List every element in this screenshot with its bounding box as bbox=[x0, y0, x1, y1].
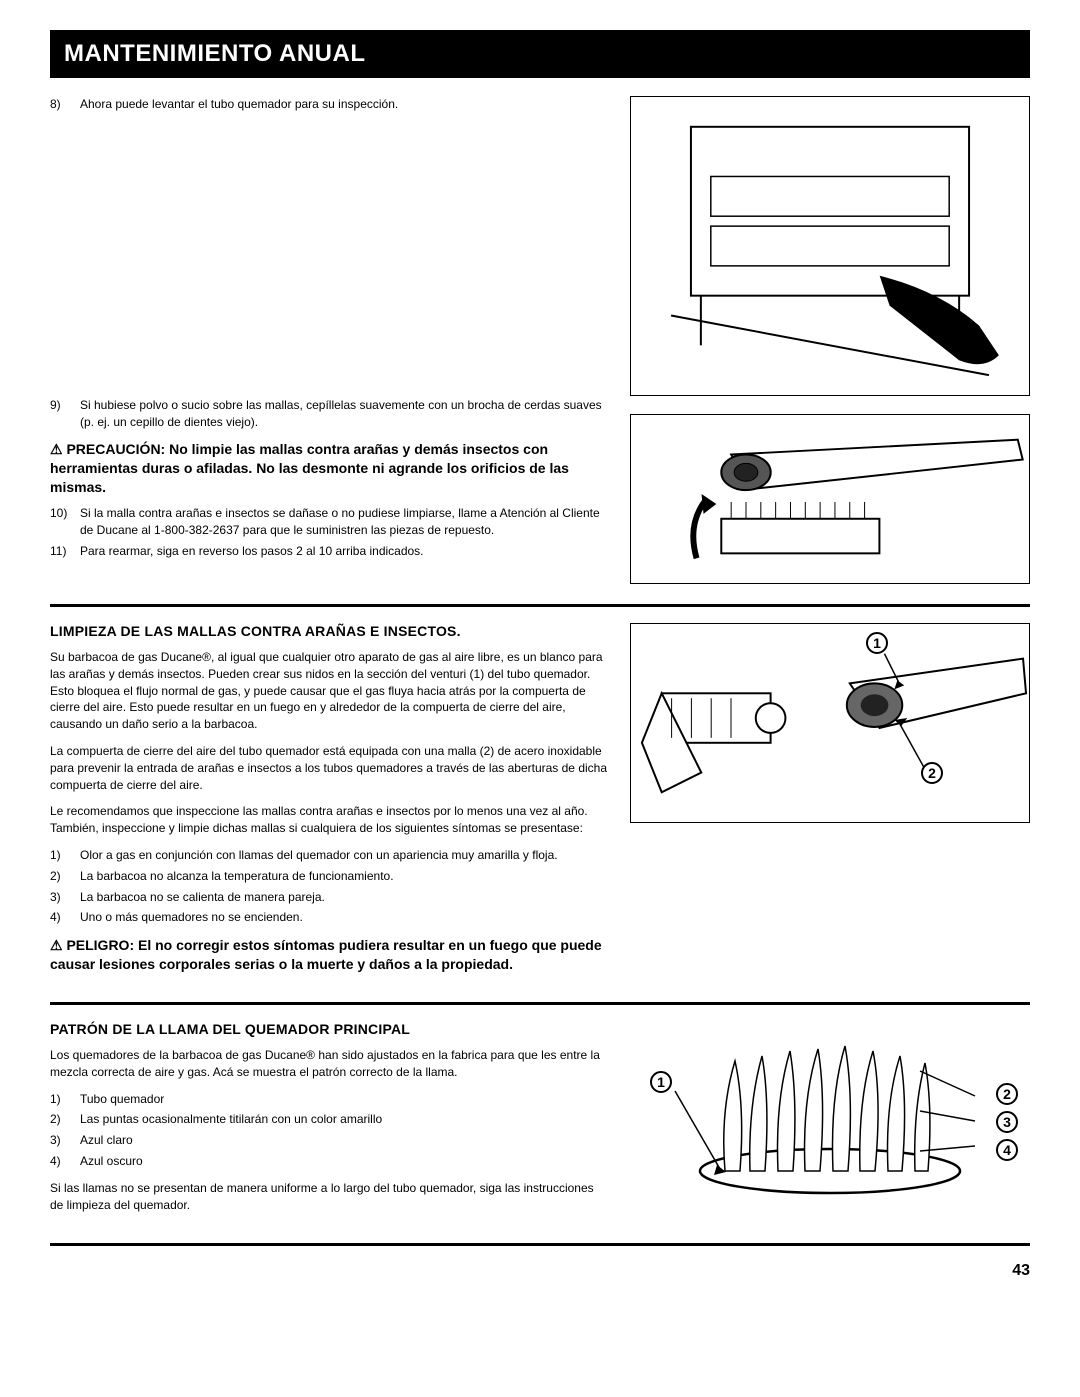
header-bar: MANTENIMIENTO ANUAL bbox=[50, 30, 1030, 78]
legend-list: 1) Tubo quemador 2) Las puntas ocasional… bbox=[50, 1091, 610, 1170]
section-heading: LIMPIEZA DE LAS MALLAS CONTRA ARAÑAS E I… bbox=[50, 623, 610, 639]
list-item: 9) Si hubiese polvo o sucio sobre las ma… bbox=[50, 397, 610, 431]
manual-page: MANTENIMIENTO ANUAL 8) Ahora puede levan… bbox=[0, 0, 1080, 1320]
section-divider bbox=[50, 604, 1030, 607]
step-text: Para rearmar, siga en reverso los pasos … bbox=[80, 543, 610, 560]
section-annual-maintenance: 8) Ahora puede levantar el tubo quemador… bbox=[50, 96, 1030, 584]
step-number: 2) bbox=[50, 1111, 80, 1128]
left-column: LIMPIEZA DE LAS MALLAS CONTRA ARAÑAS E I… bbox=[50, 623, 610, 982]
grill-inspection-illustration bbox=[630, 96, 1030, 396]
list-item: 2) Las puntas ocasionalmente titilarán c… bbox=[50, 1111, 610, 1128]
brush-cleaning-illustration bbox=[630, 414, 1030, 584]
paragraph: Le recomendamos que inspeccione las mall… bbox=[50, 803, 610, 837]
step-text: Olor a gas en conjunción con llamas del … bbox=[80, 847, 610, 864]
step-text: La barbacoa no alcanza la temperatura de… bbox=[80, 868, 610, 885]
step-number: 2) bbox=[50, 868, 80, 885]
page-number: 43 bbox=[50, 1262, 1030, 1280]
footer-divider bbox=[50, 1243, 1030, 1246]
step-number: 9) bbox=[50, 397, 80, 431]
section-spider-screens: LIMPIEZA DE LAS MALLAS CONTRA ARAÑAS E I… bbox=[50, 623, 1030, 982]
section-heading: PATRÓN DE LA LLAMA DEL QUEMADOR PRINCIPA… bbox=[50, 1021, 610, 1037]
step-number: 4) bbox=[50, 1153, 80, 1170]
step-text: Si hubiese polvo o sucio sobre las malla… bbox=[80, 397, 610, 431]
callout-1: 1 bbox=[866, 632, 888, 654]
paragraph: Su barbacoa de gas Ducane®, al igual que… bbox=[50, 649, 610, 733]
step-list: 9) Si hubiese polvo o sucio sobre las ma… bbox=[50, 397, 610, 431]
list-item: 2) La barbacoa no alcanza la temperatura… bbox=[50, 868, 610, 885]
list-item: 4) Azul oscuro bbox=[50, 1153, 610, 1170]
list-item: 8) Ahora puede levantar el tubo quemador… bbox=[50, 96, 610, 113]
paragraph: Si las llamas no se presentan de manera … bbox=[50, 1180, 610, 1214]
step-number: 1) bbox=[50, 1091, 80, 1108]
step-text: Las puntas ocasionalmente titilarán con … bbox=[80, 1111, 610, 1128]
step-text: Uno o más quemadores no se encienden. bbox=[80, 909, 610, 926]
step-text: Si la malla contra arañas e insectos se … bbox=[80, 505, 610, 539]
list-item: 1) Tubo quemador bbox=[50, 1091, 610, 1108]
list-item: 10) Si la malla contra arañas e insectos… bbox=[50, 505, 610, 539]
danger-warning: ⚠ PELIGRO: El no corregir estos síntomas… bbox=[50, 936, 610, 974]
list-item: 4) Uno o más quemadores no se encienden. bbox=[50, 909, 610, 926]
page-title: MANTENIMIENTO ANUAL bbox=[64, 40, 1016, 68]
step-list: 8) Ahora puede levantar el tubo quemador… bbox=[50, 96, 610, 113]
list-item: 11) Para rearmar, siga en reverso los pa… bbox=[50, 543, 610, 560]
left-column: PATRÓN DE LA LLAMA DEL QUEMADOR PRINCIPA… bbox=[50, 1021, 610, 1223]
left-column: 8) Ahora puede levantar el tubo quemador… bbox=[50, 96, 610, 584]
flame-pattern-illustration: 1 2 3 4 bbox=[630, 1021, 1030, 1211]
right-column: 1 2 3 4 bbox=[630, 1021, 1030, 1223]
step-text: Ahora puede levantar el tubo quemador pa… bbox=[80, 96, 610, 113]
list-item: 3) Azul claro bbox=[50, 1132, 610, 1149]
callout-2: 2 bbox=[996, 1083, 1018, 1105]
list-item: 3) La barbacoa no se calienta de manera … bbox=[50, 889, 610, 906]
step-text: La barbacoa no se calienta de manera par… bbox=[80, 889, 610, 906]
step-text: Tubo quemador bbox=[80, 1091, 610, 1108]
step-text: Azul oscuro bbox=[80, 1153, 610, 1170]
caution-warning: ⚠ PRECAUCIÓN: No limpie las mallas contr… bbox=[50, 440, 610, 497]
callout-2: 2 bbox=[921, 762, 943, 784]
step-number: 1) bbox=[50, 847, 80, 864]
venturi-tube-illustration: 1 2 bbox=[630, 623, 1030, 823]
section-divider bbox=[50, 1002, 1030, 1005]
callout-1: 1 bbox=[650, 1071, 672, 1093]
right-column bbox=[630, 96, 1030, 584]
right-column: 1 2 bbox=[630, 623, 1030, 982]
step-text: Azul claro bbox=[80, 1132, 610, 1149]
step-list: 10) Si la malla contra arañas e insectos… bbox=[50, 505, 610, 559]
step-number: 10) bbox=[50, 505, 80, 539]
paragraph: Los quemadores de la barbacoa de gas Duc… bbox=[50, 1047, 610, 1081]
step-number: 8) bbox=[50, 96, 80, 113]
step-number: 11) bbox=[50, 543, 80, 560]
step-number: 3) bbox=[50, 889, 80, 906]
symptom-list: 1) Olor a gas en conjunción con llamas d… bbox=[50, 847, 610, 926]
step-number: 3) bbox=[50, 1132, 80, 1149]
step-number: 4) bbox=[50, 909, 80, 926]
callout-3: 3 bbox=[996, 1111, 1018, 1133]
section-flame-pattern: PATRÓN DE LA LLAMA DEL QUEMADOR PRINCIPA… bbox=[50, 1021, 1030, 1223]
paragraph: La compuerta de cierre del aire del tubo… bbox=[50, 743, 610, 793]
list-item: 1) Olor a gas en conjunción con llamas d… bbox=[50, 847, 610, 864]
callout-4: 4 bbox=[996, 1139, 1018, 1161]
